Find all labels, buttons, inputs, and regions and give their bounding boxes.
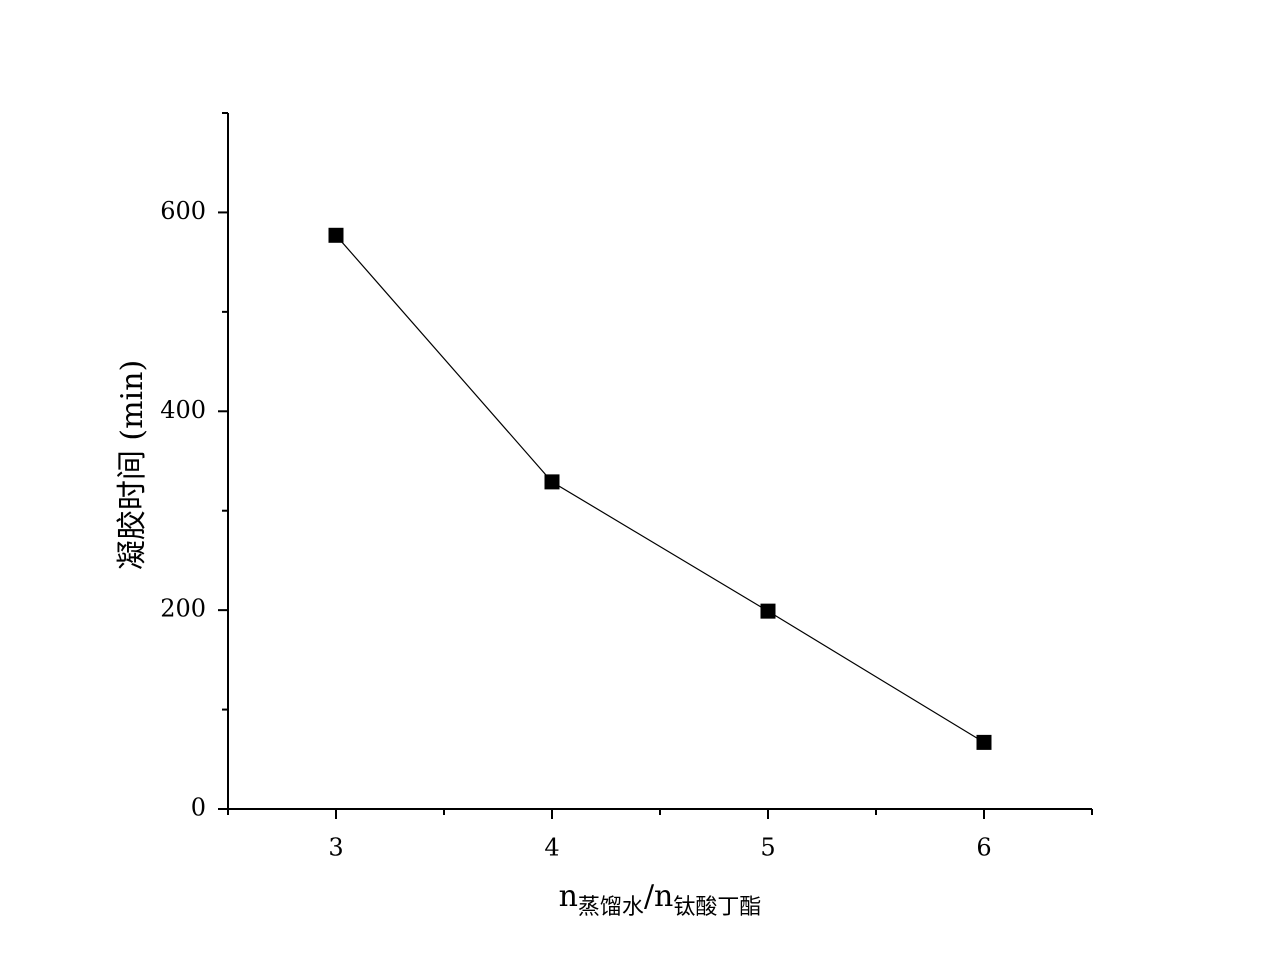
x-axis-label: n蒸馏水/n钛酸丁酯 (559, 879, 762, 920)
x-tick-label: 4 (544, 834, 559, 862)
y-tick-label: 200 (160, 595, 206, 623)
x-label-part: n (559, 879, 578, 914)
marker (544, 474, 560, 490)
x-label-sub: 蒸馏水 (578, 895, 644, 920)
series-line (335, 234, 985, 743)
x-label-sub: 钛酸丁酯 (673, 895, 761, 920)
x-label-part: /n (644, 879, 673, 914)
marker (760, 603, 776, 619)
marker (328, 227, 344, 243)
y-axis-label: 凝胶时间 (min) (115, 360, 150, 570)
y-tick-label: 0 (191, 794, 206, 822)
marker (976, 734, 992, 750)
x-tick-label: 6 (976, 834, 991, 862)
x-tick-label: 3 (328, 834, 343, 862)
y-tick-label: 400 (160, 396, 206, 424)
y-tick-label: 600 (160, 197, 206, 225)
x-tick-label: 5 (760, 834, 775, 862)
